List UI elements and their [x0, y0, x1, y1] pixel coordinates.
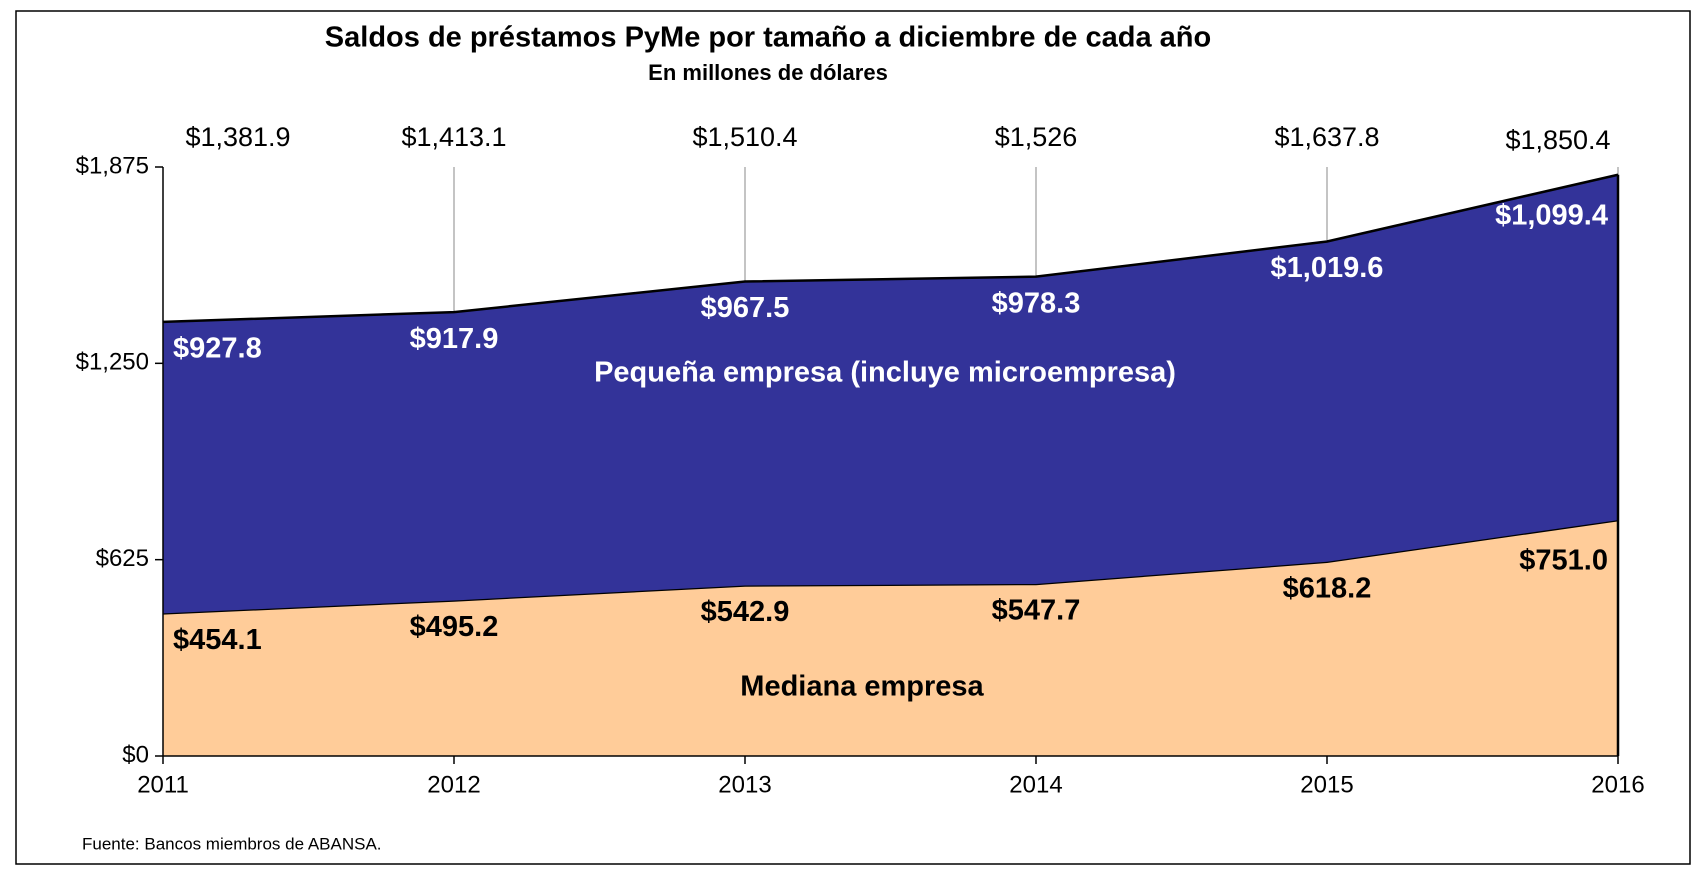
chart-title: Saldos de préstamos PyMe por tamaño a di… — [325, 22, 1211, 54]
x-tick-label: 2012 — [427, 771, 480, 798]
total-label: $1,381.9 — [185, 122, 290, 152]
data-label: $454.1 — [173, 624, 262, 656]
data-label: $542.9 — [701, 596, 790, 628]
area-edge — [162, 173, 1619, 324]
data-label: $917.9 — [410, 323, 499, 355]
y-tick-label: $625 — [96, 545, 149, 572]
total-label: $1,850.4 — [1505, 125, 1610, 155]
total-label: $1,637.8 — [1274, 122, 1379, 152]
area — [163, 520, 1618, 756]
y-tick-label: $1,250 — [76, 349, 149, 376]
source-note: Fuente: Bancos miembros de ABANSA. — [82, 834, 382, 853]
data-label: $547.7 — [992, 595, 1081, 627]
x-tick-label: 2015 — [1300, 771, 1353, 798]
y-tick-label: $0 — [122, 741, 149, 768]
data-label: $1,099.4 — [1495, 199, 1608, 231]
chart-subtitle: En millones de dólares — [648, 60, 888, 85]
area — [163, 174, 1618, 614]
data-label: $495.2 — [410, 611, 499, 643]
total-label: $1,510.4 — [692, 122, 797, 152]
data-label: $618.2 — [1283, 572, 1372, 604]
data-label: $978.3 — [992, 287, 1081, 319]
x-tick-label: 2013 — [718, 771, 771, 798]
x-tick-label: 2014 — [1009, 771, 1062, 798]
series-label: Pequeña empresa (incluye microempresa) — [594, 357, 1176, 389]
data-label: $1,019.6 — [1271, 252, 1384, 284]
total-label: $1,413.1 — [401, 122, 506, 152]
x-tick-label: 2016 — [1591, 771, 1644, 798]
data-label: $927.8 — [173, 333, 262, 365]
total-label: $1,526 — [995, 122, 1078, 152]
data-label: $751.0 — [1519, 545, 1608, 577]
y-tick-label: $1,875 — [76, 152, 149, 179]
data-label: $967.5 — [701, 292, 790, 324]
series-label: Mediana empresa — [740, 671, 984, 703]
x-tick-label: 2011 — [137, 771, 189, 798]
